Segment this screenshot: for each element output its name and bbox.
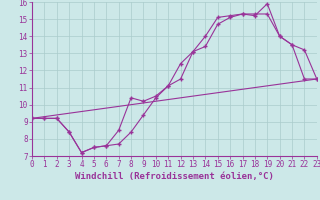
X-axis label: Windchill (Refroidissement éolien,°C): Windchill (Refroidissement éolien,°C) bbox=[75, 172, 274, 181]
